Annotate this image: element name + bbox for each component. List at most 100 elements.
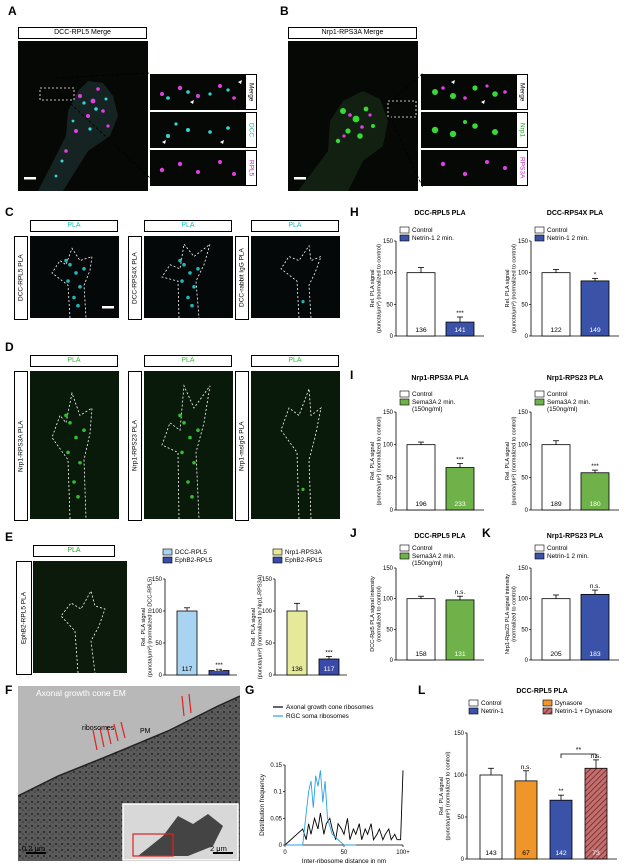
legend-swatch [542,707,553,715]
panel-e-image [33,561,127,673]
svg-text:(normalized to control): (normalized to control) [512,586,518,642]
legend-swatch [534,390,545,398]
panel-letter-g: G [245,683,255,697]
legend-swatch [534,398,545,406]
legend-label: Netrin-1 2 min. [547,553,589,560]
y-tick-label: 50 [521,475,528,481]
legend-swatch [399,234,410,242]
chart-title: Nrp1-RPS23 PLA [547,533,603,540]
svg-text:(puncta/μm²) (normalized to co: (puncta/μm²) (normalized to control) [377,244,383,333]
n-label: 143 [485,850,497,857]
y-tick-label: 150 [152,577,163,583]
legend-label: (150ng/ml) [412,406,443,413]
panel-a-zoom-rpl5 [150,150,245,186]
panel-b-side-nrp1: Nrp1 [516,112,528,148]
y-tick-label: 0 [390,508,394,514]
panel-a-side-merge: Merge [245,74,257,110]
svg-text:Rel. PLA signal: Rel. PLA signal [370,442,376,480]
svg-text:Rel. PLA signal: Rel. PLA signal [505,270,511,308]
y-axis-label: Rel. PLA signal (puncta/μm²) (normalized … [141,577,154,677]
y-tick-label: 100 [383,597,394,603]
y-tick-label: 0.1 [274,790,283,796]
legend-label: Control [547,227,568,234]
panel-letter-h: H [350,205,359,219]
panel-c-image-3 [251,236,340,318]
panel-d-row-label-3: Nrp1-msIgG PLA [235,371,249,521]
legend-swatch [399,390,410,398]
svg-text:(puncta/μm²) (normalized to co: (puncta/μm²) (normalized to control) [512,416,518,505]
legend-label: Control [481,700,502,707]
y-tick-label: 100 [454,773,465,779]
panel-d-row-label-1: Nrp1-RPS3A PLA [14,371,28,521]
n-label: 117 [182,666,193,673]
panel-b-zoom-merge [421,74,516,110]
y-tick-label: 50 [386,302,393,308]
legend-label: EphB2-RPL5 [175,557,213,564]
n-label: 117 [214,666,225,673]
panel-letter-k: K [482,526,491,540]
panel-c-header-2: PLA [144,220,232,232]
y-axis-label: Distribution frequency [259,773,266,836]
chart-l: DCC-RPL5 PLA Rel. PLA signal (puncta/μm²) … [439,688,617,863]
bracket-label: ** [576,747,582,754]
panel-d-row: Nrp1-RPS3A PLA PLA Nrp1-RPS23 PLA PLA Nrp1-m… [0,355,350,521]
legend-label: Control [547,545,568,552]
bar [580,593,610,661]
legend-label: Nrp1-RPS3A [285,549,323,556]
y-axis-label: Rel. PLA signal (puncta/μm²) (normalized … [370,244,383,333]
bar [208,670,230,676]
panel-b-merge-image [288,41,418,191]
svg-text:Rel. PLA signal: Rel. PLA signal [370,270,376,308]
y-tick-label: 100 [518,597,529,603]
y-axis-label: Nrp1-Rps23 PLA signal intensity (normaliz… [505,574,518,654]
bar [514,780,538,860]
bar [549,799,573,860]
significance-label: *** [325,649,333,656]
svg-text:Rel. PLA signal: Rel. PLA signal [505,442,511,480]
legend-swatch [534,226,545,234]
legend-swatch [399,544,410,552]
legend-label: DCC-RPL5 [175,549,207,556]
chart-h1: DCC-RPL5 PLA Rel. PLA signal (puncta/μm²) … [370,210,484,340]
legend-label: Control [412,545,433,552]
chart-title: DCC-RPS4X PLA [547,210,603,217]
n-label: 180 [589,501,601,508]
n-label: 117 [324,666,335,673]
legend-label: Netrin-1 + Dynasore [555,708,613,715]
legend-label: Control [412,391,433,398]
y-axis-label: Rel. PLA signal (puncta/μm²) (normalized … [505,416,518,505]
legend-label: Sema3A 2 min. [412,553,456,560]
panel-d-header-1: PLA [30,355,118,367]
legend-swatch [272,556,283,564]
legend-label: Control [412,227,433,234]
svg-text:(puncta/μm²) (normalized to DC: (puncta/μm²) (normalized to DCC-RPL5) [148,577,154,677]
n-label: 136 [291,666,303,673]
panel-letter-c: C [5,205,14,219]
y-tick-label: 150 [383,566,394,572]
x-tick-label: 50 [341,850,348,856]
panel-f-em-image [18,686,240,861]
panel-b-zoom-rps3a [421,150,516,186]
chart-k: Nrp1-RPS23 PLA Nrp1-Rps23 PLA signal inte… [505,533,619,664]
y-axis-label: Rel. PLA signal (puncta/μm²) (normalized … [439,751,452,840]
panel-b-side-merge: Merge [516,74,528,110]
panel-d-image-2 [144,371,233,519]
n-label: 131 [454,651,466,658]
legend-swatch [542,699,553,707]
legend-swatch [162,548,173,556]
y-tick-label: 50 [457,815,464,821]
chart-title: DCC-RPL5 PLA [414,533,465,540]
panel-f-title: Axonal growth cone EM [36,688,126,698]
y-tick-label: 50 [265,641,272,647]
legend-label: Netrin-1 [481,708,504,715]
svg-text:(puncta/μm²) (normalized to Nr: (puncta/μm²) (normalized to Nrp1-RPS3A) [258,575,264,680]
panel-d-row-label-2: Nrp1-RPS23 PLA [128,371,142,521]
x-tick-label: 100+ [396,850,410,856]
chart-title: DCC-RPL5 PLA [414,210,465,217]
y-tick-label: 0 [525,334,529,340]
panel-c-header-3: PLA [251,220,339,232]
y-tick-label: 0 [390,334,394,340]
panel-a-zoom-lines [55,72,151,179]
y-tick-label: 0 [461,857,465,863]
significance-label: ** [558,788,564,795]
